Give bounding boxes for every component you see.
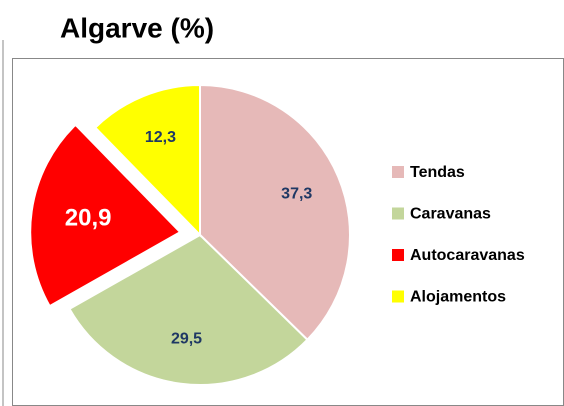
legend-swatch [392,166,404,178]
pie-slice [29,123,182,308]
legend-label: Autocaravanas [410,247,525,264]
data-label: 20,9 [65,204,112,231]
legend-swatch [392,249,404,261]
data-label: 29,5 [171,330,202,347]
legend-swatch [392,290,404,303]
legend-label: Tendas [410,164,465,181]
legend-label: Alojamentos [410,289,506,306]
legend-swatch [392,207,404,220]
pie-slice [199,83,351,342]
data-label: 12,3 [145,129,176,146]
pie-slice [68,233,309,386]
pie-slice [93,83,201,238]
legend-label: Caravanas [410,206,491,223]
chart-title: Algarve (%) [60,12,214,43]
data-label: 37,3 [281,185,312,202]
